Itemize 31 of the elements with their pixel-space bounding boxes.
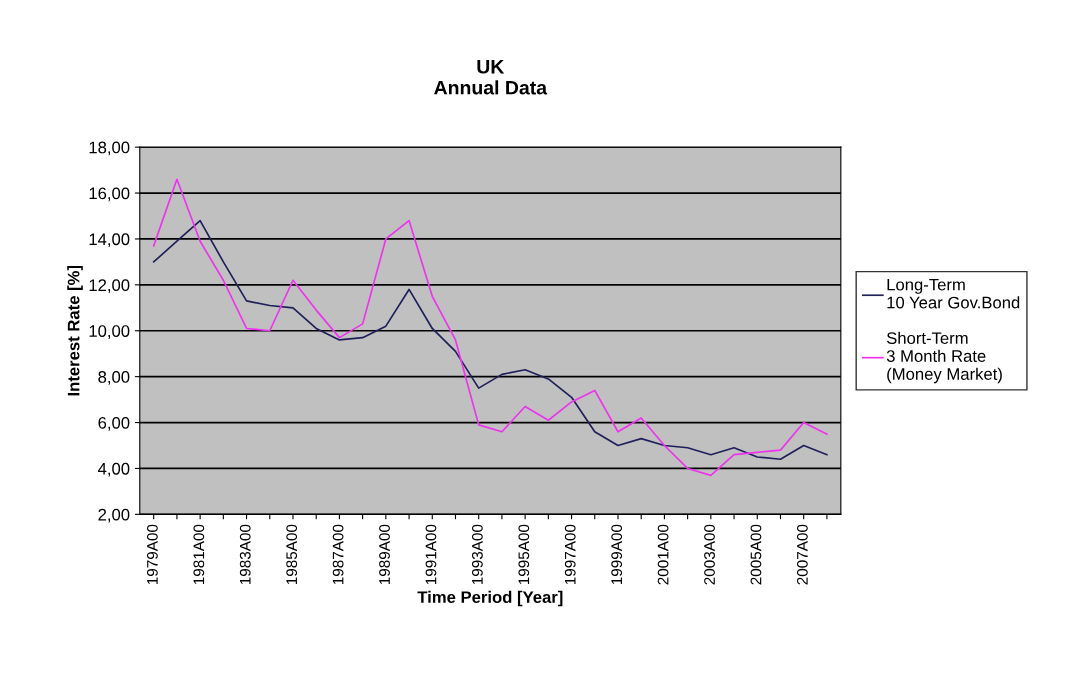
x-tick-label: 2001A00 — [657, 524, 669, 585]
x-tick-label: 1999A00 — [611, 524, 623, 585]
y-tick-label: 12,00 — [89, 279, 130, 294]
line-series — [152, 178, 828, 477]
y-tick-label: 4,00 — [98, 462, 130, 477]
y-tick-label: 16,00 — [89, 187, 130, 202]
y-tick-label: 6,00 — [98, 416, 130, 431]
legend-label: Long-Term 10 Year Gov.Bond — [887, 278, 1020, 309]
x-tick-label: 1993A00 — [471, 524, 483, 585]
y-tick-label: 14,00 — [89, 233, 130, 248]
x-tick-label: 1989A00 — [379, 524, 390, 585]
x-tick-label: 1995A00 — [518, 524, 530, 585]
y-tick-label: 8,00 — [98, 371, 130, 385]
line-series — [152, 219, 828, 461]
x-tick-label: 1987A00 — [332, 524, 344, 585]
y-tick-label: 10,00 — [89, 325, 130, 339]
x-tick-label: 1985A00 — [286, 524, 298, 585]
y-axis-title: Interest Rate [%] — [67, 265, 83, 396]
chart-title: UK Annual Data — [434, 60, 548, 95]
x-tick-label: 1981A00 — [193, 524, 205, 585]
x-tick-label: 1979A00 — [146, 524, 158, 585]
legend-label: Short-Term 3 Month Rate (Money Market) — [886, 331, 1002, 384]
x-axis-title: Time Period [Year] — [417, 590, 563, 607]
y-tick-label: 2,00 — [98, 508, 130, 523]
x-tick-label: 2007A00 — [796, 524, 808, 585]
x-tick-label: 1983A00 — [239, 524, 251, 585]
x-tick-label: 2005A00 — [750, 524, 762, 585]
x-tick-label: 2003A00 — [704, 524, 715, 585]
x-tick-label: 1997A00 — [564, 524, 576, 585]
x-tick-label: 1991A00 — [425, 524, 437, 585]
y-tick-label: 18,00 — [89, 141, 130, 156]
